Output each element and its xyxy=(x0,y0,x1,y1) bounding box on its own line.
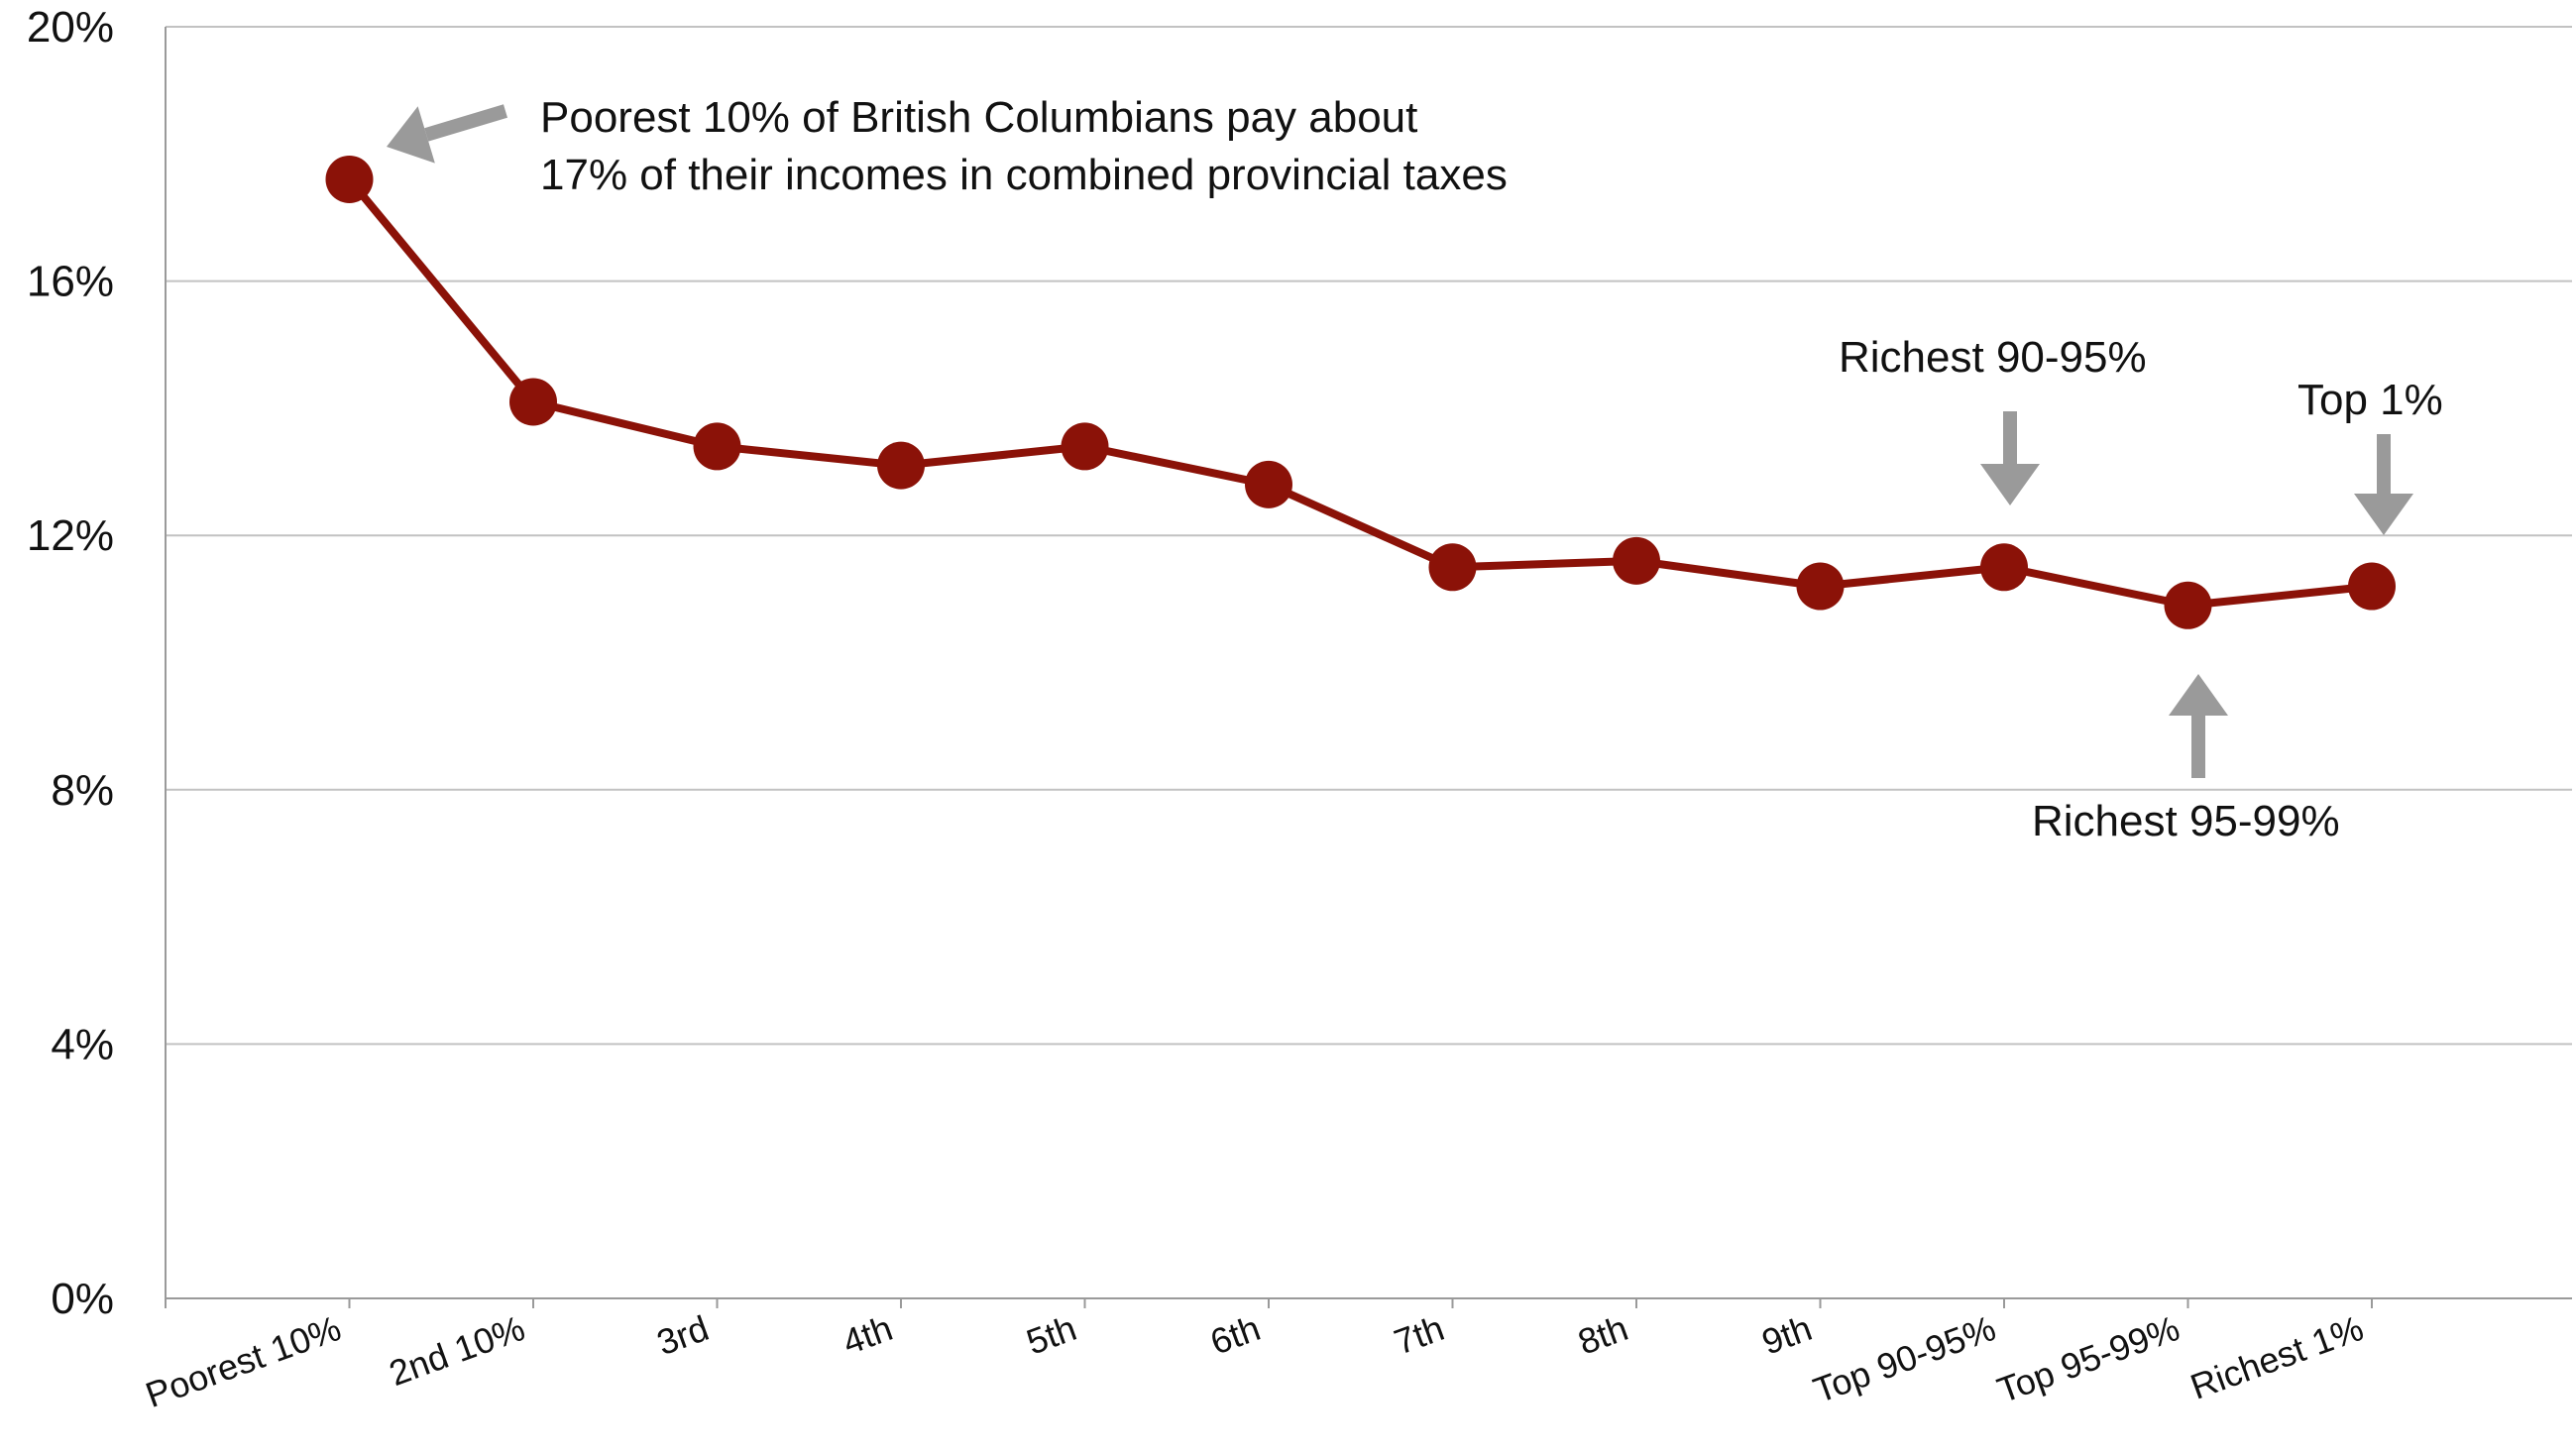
x-tick-label: 2nd 10% xyxy=(384,1307,530,1394)
arrow-head xyxy=(1980,464,2040,505)
data-point xyxy=(1245,460,1292,508)
data-point xyxy=(877,441,925,490)
annotation-poorest-line-1: Poorest 10% of British Columbians pay ab… xyxy=(540,93,1417,142)
x-tick-label: 3rd xyxy=(651,1307,714,1363)
arrow-head xyxy=(2354,494,2413,535)
data-point xyxy=(1796,562,1845,611)
annotation-arrows xyxy=(387,104,2413,778)
data-point xyxy=(2348,562,2396,611)
data-point xyxy=(2164,581,2212,629)
arrow-head xyxy=(2169,674,2228,716)
annotations: Poorest 10% of British Columbians pay ab… xyxy=(540,93,2443,845)
data-points xyxy=(325,155,2396,629)
y-tick-label: 0% xyxy=(51,1275,114,1323)
data-point xyxy=(509,378,557,426)
x-tick-label: 5th xyxy=(1021,1307,1081,1363)
y-tick-label: 12% xyxy=(27,511,114,560)
y-tick-label: 16% xyxy=(27,258,114,306)
arrow-shaft xyxy=(424,104,508,142)
x-tick-label: Richest 1% xyxy=(2185,1307,2369,1407)
y-tick-label: 4% xyxy=(51,1020,114,1068)
annotation-richest-95-99: Richest 95-99% xyxy=(2032,797,2340,845)
arrow-head xyxy=(387,106,435,164)
data-point xyxy=(1428,543,1477,592)
x-tick-label: 6th xyxy=(1205,1307,1266,1363)
x-tick-label: 4th xyxy=(838,1307,898,1363)
y-tick-label: 20% xyxy=(27,3,114,52)
series-line xyxy=(346,176,2373,610)
data-point xyxy=(1980,543,2028,592)
x-tick-label: 8th xyxy=(1573,1307,1633,1363)
gridlines xyxy=(166,26,2572,1046)
series-line-path xyxy=(346,176,2373,610)
x-tick-label: Top 95-99% xyxy=(1992,1307,2185,1410)
axes xyxy=(165,27,2572,1308)
data-point xyxy=(1613,536,1660,585)
annotation-richest-90-95: Richest 90-95% xyxy=(1839,333,2147,382)
data-point xyxy=(325,155,374,203)
data-point xyxy=(693,422,741,471)
x-tick-label: 7th xyxy=(1389,1307,1449,1363)
x-axis-tick-labels: Poorest 10% 2nd 10% 3rd 4th 5th 6th 7th 8th 9thT… xyxy=(141,1307,2369,1415)
y-axis-tick-labels: 0% 4% 8% 12% 16% 20% xyxy=(27,3,114,1323)
annotation-poorest-line-2: 17% of their incomes in combined provinc… xyxy=(540,151,1508,199)
annotation-top-1: Top 1% xyxy=(2297,376,2443,424)
x-tick-label: Poorest 10% xyxy=(141,1307,347,1415)
y-tick-label: 8% xyxy=(51,766,114,815)
data-point xyxy=(1061,422,1109,471)
x-tick-label: Top 90-95% xyxy=(1808,1307,2001,1410)
x-tick-label: 9th xyxy=(1756,1307,1817,1363)
